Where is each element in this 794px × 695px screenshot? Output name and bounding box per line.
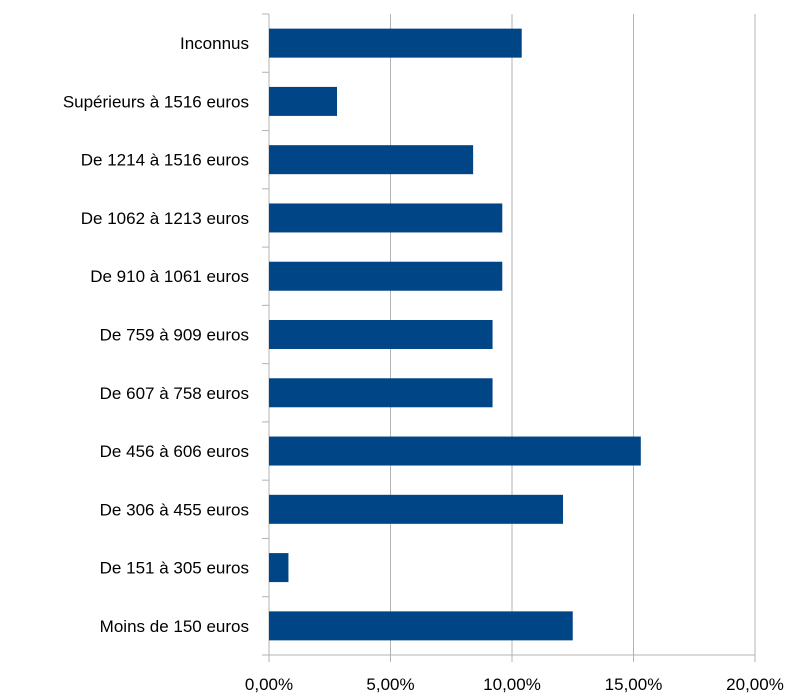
category-label: Inconnus <box>180 34 249 53</box>
bar <box>269 86 338 116</box>
category-label: De 759 à 909 euros <box>100 326 249 345</box>
category-label: De 306 à 455 euros <box>100 500 249 519</box>
x-tick-label: 5,00% <box>366 675 414 694</box>
bar <box>269 611 573 641</box>
bar <box>269 494 564 524</box>
bar <box>269 28 522 58</box>
category-label: De 456 à 606 euros <box>100 442 249 461</box>
category-label: De 151 à 305 euros <box>100 559 249 578</box>
bar <box>269 261 503 291</box>
x-tick-label: 0,00% <box>245 675 293 694</box>
category-label: De 910 à 1061 euros <box>90 267 249 286</box>
bar <box>269 553 289 583</box>
category-label: De 1214 à 1516 euros <box>81 151 249 170</box>
category-label: Supérieurs à 1516 euros <box>63 92 249 111</box>
category-label: Moins de 150 euros <box>100 617 249 636</box>
category-label: De 607 à 758 euros <box>100 384 249 403</box>
x-tick-label: 15,00% <box>605 675 663 694</box>
category-label: De 1062 à 1213 euros <box>81 209 249 228</box>
x-tick-label: 10,00% <box>483 675 541 694</box>
bar <box>269 203 503 233</box>
bar <box>269 320 493 349</box>
x-tick-label: 20,00% <box>726 675 784 694</box>
bar <box>269 436 641 466</box>
bar <box>269 378 493 408</box>
bar <box>269 145 474 175</box>
